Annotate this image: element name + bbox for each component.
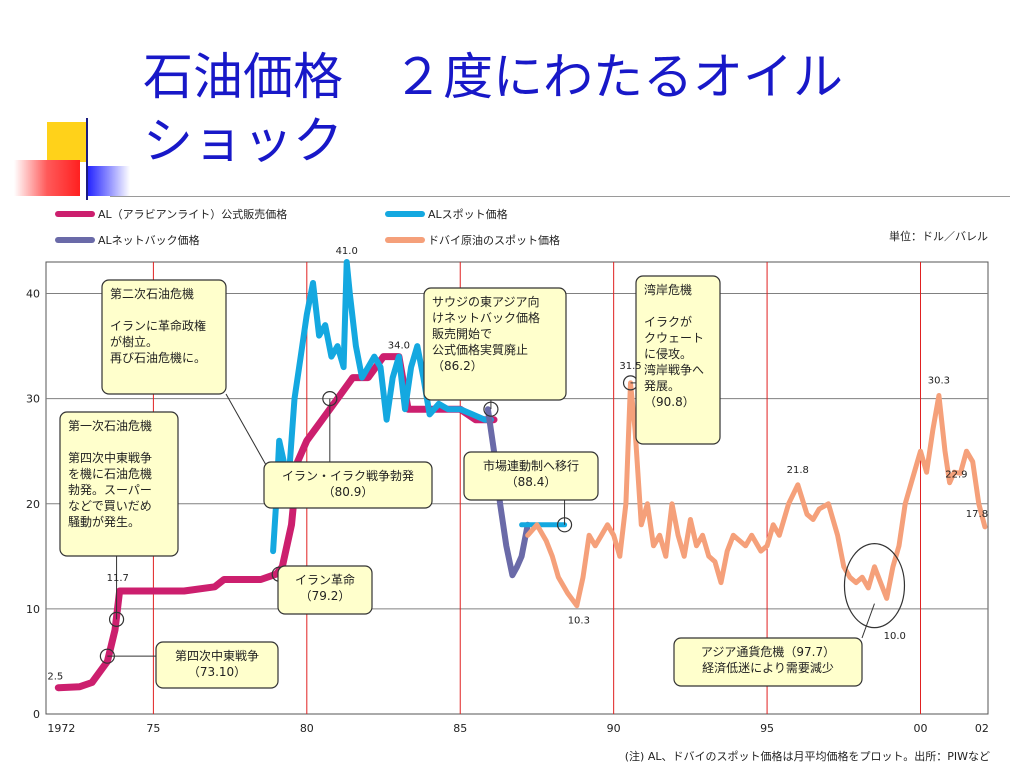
- title-divider: [110, 196, 1010, 197]
- value-label: 11.7: [107, 573, 129, 584]
- annotation-line: 発展。: [644, 379, 680, 393]
- x-tick-label: 95: [760, 722, 774, 735]
- y-tick-label: 40: [26, 288, 40, 301]
- annotation-line: （80.9）: [323, 485, 374, 499]
- annotation-line: 湾岸危機: [644, 282, 692, 297]
- decor-yellow-square: [47, 122, 87, 162]
- x-tick-label: 90: [607, 722, 621, 735]
- annotation-box: [155, 641, 279, 689]
- annotation-line: 第四次中東戦争: [175, 648, 259, 663]
- annotation-line: サウジの東アジア向: [432, 294, 540, 309]
- oil-price-chart: AL（アラビアンライト）公式販売価格 ALスポット価格 ALネットバック価格 ドバイ原…: [26, 207, 990, 763]
- slide-title-line1: 石油価格 ２度にわたるオイル: [143, 48, 843, 106]
- value-label: 31.5: [619, 361, 641, 372]
- annotation-leader: [225, 393, 274, 478]
- annotation-asia-currency: アジア通貨危機（97.7）経済低迷により需要減少: [673, 637, 863, 687]
- annotation-line: などで買いだめ: [68, 499, 152, 513]
- value-label: 17.8: [966, 509, 988, 520]
- decor-blue-square: [86, 166, 130, 196]
- annotation-box: [423, 287, 567, 401]
- legend-label: ALスポット価格: [428, 207, 508, 221]
- annotation-line: 第二次石油危機: [110, 286, 194, 301]
- plot-frame: [45, 261, 989, 715]
- annotation-line: を機に石油危機: [68, 466, 152, 481]
- annotation-line: が樹立。: [110, 334, 158, 349]
- value-label: 10.0: [884, 631, 906, 642]
- annotation-line: （86.2）: [432, 359, 483, 373]
- annotation-box: [277, 565, 373, 615]
- source-note: (注) AL、ドバイのスポット価格は月平均価格をプロット。出所：PIWなど: [625, 749, 990, 763]
- annotation-line: 再び石油危機に。: [110, 350, 206, 365]
- annotation-box: [59, 411, 179, 557]
- annotation-iran-iraq-war: イラン・イラク戦争勃発 （80.9）: [263, 461, 433, 509]
- x-tick-label: 00: [913, 722, 927, 735]
- decor-vertical-line: [86, 118, 88, 200]
- highlight-ellipse: [843, 543, 906, 629]
- annotation-oil-crisis-1: 第一次石油危機第四次中東戦争を機に石油危機勃発。スーパーなどで買いだめ騒動が発生…: [59, 411, 179, 557]
- x-tick-label: 80: [300, 722, 314, 735]
- annotation-line: 公式価格実質廃止: [432, 342, 528, 357]
- annotation-line: 騒動が発生。: [68, 514, 140, 529]
- annotation-line: イラン革命: [295, 572, 355, 587]
- annotation-line: イランに革命政権: [110, 318, 206, 333]
- y-tick-label: 10: [26, 603, 40, 616]
- annotation-line: イラン・イラク戦争勃発: [282, 469, 414, 483]
- annotation-market-linked: 市場連動制へ移行 （88.4）: [463, 451, 599, 501]
- decor-red-bar: [14, 160, 80, 196]
- y-tick-label: 0: [33, 708, 40, 721]
- legend-label: ドバイ原油のスポット価格: [428, 233, 560, 247]
- annotation-box: [463, 451, 599, 501]
- annotation-line: （73.10）: [188, 665, 246, 679]
- annotation-line: 第四次中東戦争: [68, 450, 152, 465]
- chart-value-labels: 2.5 11.7 41.0 34.0 31.5 10.3 21.8 30.3 22.9 17.8 1…: [47, 246, 988, 683]
- annotation-line: （88.4）: [506, 475, 557, 489]
- chart-legend: AL（アラビアンライト）公式販売価格 ALスポット価格 ALネットバック価格 ドバイ原…: [55, 207, 560, 247]
- annotation-line: （90.8）: [644, 395, 695, 409]
- annotation-line: けネットバック価格: [432, 310, 540, 325]
- value-label: 22.9: [945, 469, 967, 480]
- value-label: 21.8: [787, 465, 809, 476]
- slide-title: 石油価格 ２度にわたるオイル ショック: [143, 45, 1003, 173]
- annotation-line: 販売開始で: [432, 326, 492, 341]
- annotation-line: クウェート: [644, 331, 704, 345]
- annotation-box: [635, 275, 721, 445]
- annotation-line: 第一次石油危機: [68, 418, 152, 433]
- y-tick-label: 30: [26, 393, 40, 406]
- annotation-line: （79.2）: [300, 589, 351, 603]
- annotation-mideast-war-4: 第四次中東戦争 （73.10）: [155, 641, 279, 689]
- annotation-line: 経済低迷により需要減少: [702, 660, 834, 675]
- unit-label: 単位：ドル／バレル: [889, 229, 988, 243]
- annotation-box: [673, 637, 863, 687]
- value-label: 30.3: [928, 375, 950, 386]
- legend-label: ALネットバック価格: [98, 233, 200, 247]
- annotation-line: 市場連動制へ移行: [483, 458, 579, 473]
- x-tick-label: 02: [975, 722, 989, 735]
- annotation-iran-revolution: イラン革命 （79.2）: [277, 565, 373, 615]
- x-tick-label: 75: [146, 722, 160, 735]
- series-line: [525, 380, 988, 609]
- value-label: 2.5: [47, 672, 63, 683]
- chart-annotations: 第一次石油危機第四次中東戦争を機に石油危機勃発。スーパーなどで買いだめ騒動が発生…: [59, 275, 875, 689]
- y-tick-label: 20: [26, 498, 40, 511]
- value-label: 10.3: [568, 616, 590, 627]
- annotation-line: 湾岸戦争へ: [644, 362, 704, 377]
- series-line: [270, 259, 494, 555]
- x-tick-label: 1972: [47, 722, 75, 735]
- annotation-line: イラクが: [644, 314, 692, 329]
- annotation-line: に侵攻。: [644, 346, 692, 361]
- x-tick-label: 85: [453, 722, 467, 735]
- slide-title-line2: ショック: [143, 112, 343, 170]
- annotation-line: アジア通貨危機（97.7）: [701, 644, 835, 659]
- annotation-box: [101, 279, 227, 395]
- value-label: 34.0: [388, 341, 410, 352]
- annotation-line: 勃発。スーパー: [68, 483, 152, 497]
- value-label: 41.0: [336, 246, 358, 257]
- legend-label: AL（アラビアンライト）公式販売価格: [98, 207, 287, 221]
- annotation-box: [263, 461, 433, 509]
- chart-axis-ticks: 1972 75 80 85 90 95 00 02 0 10 20 30 40: [26, 288, 989, 735]
- annotation-leader: [861, 603, 875, 639]
